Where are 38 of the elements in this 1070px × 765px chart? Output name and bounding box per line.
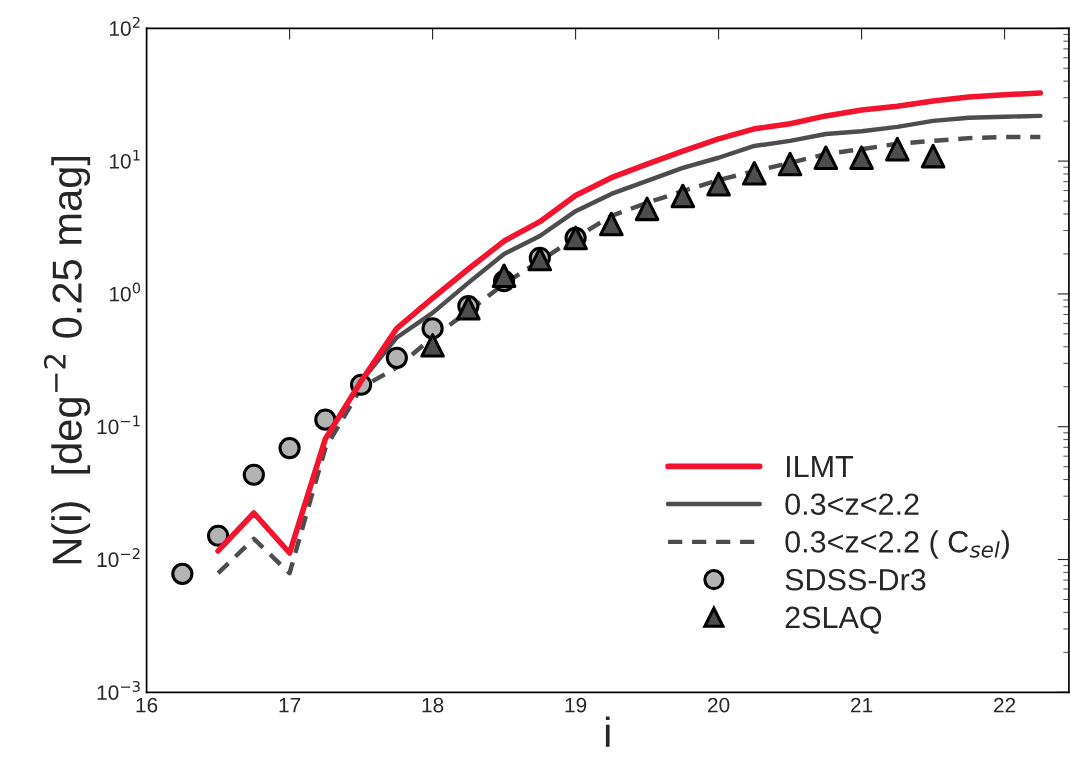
- y-tick-label: 10$^{2}$: [109, 16, 140, 36]
- x-axis-title: i: [605, 716, 610, 747]
- point: [385, 346, 408, 369]
- legend-label: SDSS-Dr3: [785, 568, 926, 591]
- point: [421, 317, 444, 340]
- point: [491, 263, 517, 289]
- x-tick-label: 22: [994, 697, 1016, 713]
- x-tick-label: 19: [565, 697, 587, 713]
- point: [278, 437, 301, 460]
- point: [599, 211, 624, 237]
- point: [813, 145, 839, 171]
- legend-label: 0.3<z<2.2 ( C$_{sel}$): [785, 530, 1009, 559]
- legend-label: ILMT: [786, 456, 854, 478]
- legend-label: 0.3<z<2.2: [785, 493, 919, 516]
- point: [742, 160, 767, 186]
- x-tick-label: 17: [279, 697, 301, 713]
- point: [920, 143, 946, 169]
- x-tick-label: 16: [136, 697, 158, 713]
- point: [171, 562, 194, 585]
- point: [242, 463, 265, 486]
- x-tick-label: 20: [708, 697, 730, 713]
- point: [634, 196, 660, 222]
- legend-label: 2SLAQ: [785, 606, 882, 634]
- y-axis-title: N(i) [deg$^{−2}$ 0.25 mag]: [43, 156, 91, 564]
- point: [849, 145, 874, 171]
- point: [314, 408, 337, 431]
- point: [885, 136, 910, 162]
- x-tick-label: 18: [422, 697, 444, 713]
- point: [206, 524, 230, 547]
- point: [420, 333, 445, 358]
- point: [706, 171, 731, 197]
- y-tick-label: 10$^{−1}$: [97, 415, 140, 435]
- y-tick-label: 10$^{−2}$: [97, 548, 140, 568]
- y-tick-label: 10$^{0}$: [109, 282, 141, 302]
- x-tick-label: 21: [851, 697, 873, 713]
- y-tick-label: 10$^{1}$: [109, 149, 140, 169]
- point: [777, 151, 803, 177]
- point: [670, 183, 696, 209]
